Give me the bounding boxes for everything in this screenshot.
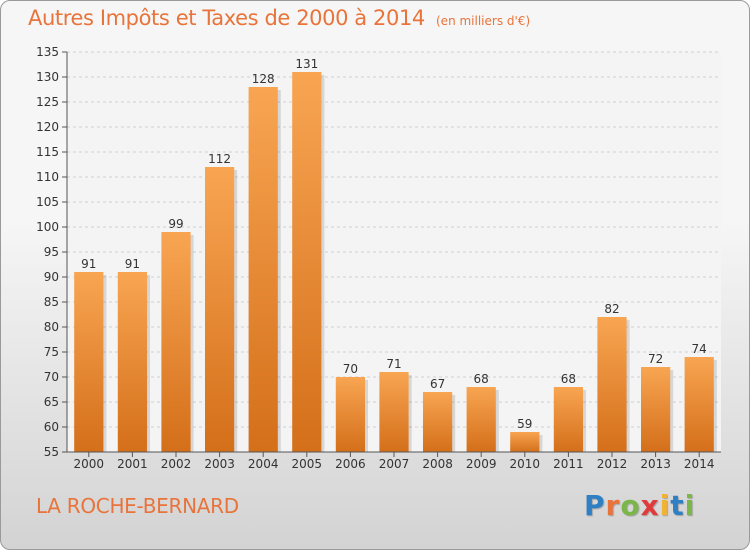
x-tick-label-2005: 2005 [292,457,323,471]
x-tick-label-2001: 2001 [117,457,148,471]
y-tick-label: 130 [36,70,59,84]
y-tick-label: 55 [44,445,59,459]
logo-letter: r [605,489,621,522]
bar-2008 [422,392,453,452]
value-label-2008: 67 [430,377,445,391]
bar-2010 [510,432,540,452]
bar-2007 [379,372,409,452]
logo-letter: i [659,489,671,522]
x-tick-label-2009: 2009 [466,457,497,471]
x-tick-label-2002: 2002 [161,457,192,471]
value-label-2005: 131 [295,57,318,71]
y-tick-label: 80 [44,320,59,334]
bar-2004 [248,87,278,452]
value-label-2004: 128 [252,72,275,86]
axes: 55 60 65 70 75 80 85 90 95 100 105 110 115 120 125 130 1… [36,45,721,471]
x-tick-label-2008: 2008 [422,457,453,471]
value-label-2003: 112 [208,152,231,166]
value-label-2007: 71 [386,357,401,371]
y-tick-label: 115 [36,145,59,159]
y-tick-label: 90 [44,270,59,284]
x-tick-label-2004: 2004 [248,457,279,471]
value-label-2002: 99 [168,217,183,231]
x-tick-label-2011: 2011 [553,457,584,471]
y-tick-label: 110 [36,170,59,184]
bar-2013 [640,367,671,452]
logo-letter: t [670,489,685,522]
bar-2000 [74,272,104,452]
logo-letter: x [640,489,660,522]
y-tick-label: 60 [44,420,59,434]
y-tick-label: 95 [44,245,59,259]
bar-2001 [117,272,148,452]
y-tick-label: 125 [36,95,59,109]
proxiti-logo: Proxiti [584,489,695,522]
y-tick-label: 70 [44,370,59,384]
value-label-2000: 91 [81,257,96,271]
y-tick-label: 65 [44,395,59,409]
chart-title-block: Autres Impôts et Taxes de 2000 à 2014 (e… [28,6,530,30]
x-tick-label-2000: 2000 [74,457,105,471]
bar-2014 [684,357,714,452]
value-label-2006: 70 [343,362,358,376]
x-tick-label-2006: 2006 [335,457,366,471]
logo-letter: i [684,489,696,522]
bar-2003 [204,167,235,452]
value-label-2010: 59 [517,417,532,431]
x-tick-label-2007: 2007 [379,457,410,471]
y-tick-label: 120 [36,120,59,134]
value-label-2014: 74 [692,342,707,356]
x-tick-label-2003: 2003 [204,457,235,471]
bar-2006 [335,377,366,452]
value-label-2012: 82 [604,302,619,316]
commune-name: LA ROCHE-BERNARD [36,494,239,518]
chart-title: Autres Impôts et Taxes de 2000 à 2014 [28,6,425,30]
x-tick-label-2014: 2014 [684,457,715,471]
y-tick-label: 105 [36,195,59,209]
y-tick-label: 135 [36,45,59,59]
x-tick-label-2013: 2013 [640,457,671,471]
value-label-2001: 91 [125,257,140,271]
value-label-2013: 72 [648,352,663,366]
bar-2002 [161,232,191,452]
y-tick-label: 85 [44,295,59,309]
x-tick-label-2012: 2012 [597,457,628,471]
logo-letter: P [584,489,606,522]
y-tick-label: 100 [36,220,59,234]
y-tick-label: 75 [44,345,59,359]
logo-letter: o [620,489,641,522]
bar-2012 [597,317,627,452]
bar-2005 [292,72,322,452]
x-tick-label-2010: 2010 [510,457,541,471]
chart-subtitle: (en milliers d'€) [436,14,531,28]
value-label-2009: 68 [474,372,489,386]
value-label-2011: 68 [561,372,576,386]
bars: 91 91 99 112 128 131 70 71 67 68 59 68 82 72 74 [74,57,717,452]
bar-2011 [553,387,584,452]
bar-2009 [466,387,496,452]
